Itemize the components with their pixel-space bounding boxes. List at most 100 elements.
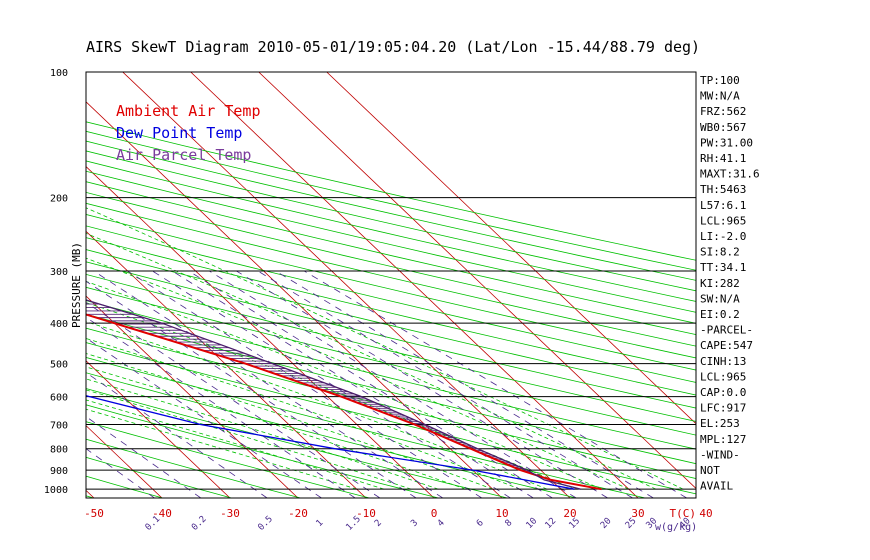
mixing-ratio-tick-label: 20	[599, 516, 614, 531]
mixing-ratio-line	[152, 270, 511, 498]
series-line-ambient-air-temp	[86, 313, 602, 491]
mixing-ratio-tick-label: 4	[436, 518, 447, 529]
index-item: PW:31.00	[700, 136, 753, 149]
index-item: CINH:13	[700, 355, 746, 368]
dry-adiabat	[86, 237, 696, 383]
pressure-tick-label: 100	[50, 68, 68, 79]
index-item: SW:N/A	[700, 292, 740, 305]
dry-adiabat	[86, 421, 370, 498]
bottom-tick-label: -10	[356, 507, 376, 520]
pressure-tick-label: 900	[50, 466, 68, 477]
isotherm-line	[190, 72, 639, 498]
mixing-ratio-tick-label: 8	[504, 518, 515, 529]
bottom-tick-label: 0	[431, 507, 438, 520]
index-item: SI:8.2	[700, 246, 740, 259]
mixing-ratio-tick-label: 6	[475, 518, 486, 529]
index-item: WB0:567	[700, 121, 746, 134]
index-item: CAP:0.0	[700, 386, 746, 399]
bottom-tick-label: -40	[152, 507, 172, 520]
dry-adiabat	[86, 191, 696, 335]
isotherm-line	[258, 72, 696, 490]
index-item: LFC:917	[700, 402, 746, 415]
dry-adiabat	[86, 140, 696, 281]
mixing-ratio-line	[86, 280, 417, 498]
moist-adiabat	[86, 232, 657, 490]
legend-entry: Dew Point Temp	[116, 124, 242, 142]
bottom-tick-label: 20	[563, 507, 576, 520]
index-item: LCL:965	[700, 370, 746, 383]
dry-adiabat	[86, 130, 696, 271]
index-item: TP:100	[700, 74, 740, 87]
dry-adiabat	[86, 150, 696, 292]
moist-adiabat	[86, 353, 493, 490]
dry-adiabat	[86, 300, 696, 450]
mixing-ratio-tick-label: 3	[409, 518, 420, 529]
index-item: TT:34.1	[700, 261, 746, 274]
bottom-axis-unit: T(C)	[670, 507, 697, 520]
index-item: AVAIL	[700, 480, 733, 493]
dry-adiabat	[86, 121, 696, 261]
mixing-ratio-line	[257, 270, 633, 498]
legend-entry: Air Parcel Temp	[116, 146, 251, 164]
mixing-ratio-line	[275, 270, 654, 498]
dry-adiabat	[86, 214, 696, 359]
mixing-ratio-line	[209, 270, 577, 498]
dry-adiabat	[86, 160, 696, 302]
dry-adiabat	[86, 273, 696, 422]
dry-adiabat	[86, 342, 696, 495]
index-item: EI:0.2	[700, 308, 740, 321]
dry-adiabat	[86, 261, 696, 409]
index-item: MPL:127	[700, 433, 746, 446]
dry-adiabat	[86, 202, 696, 347]
mixing-ratio-line	[236, 270, 608, 498]
mixing-ratio-tick-label: 12	[544, 516, 559, 531]
dry-adiabat	[86, 388, 508, 498]
pressure-axis: 100 200 300 400 500 600 700 800 900 1000	[44, 68, 68, 496]
mixing-ratio-line	[93, 270, 444, 498]
index-item: KI:282	[700, 277, 740, 290]
series-line-air-parcel-temp	[86, 299, 582, 490]
mixing-ratio-tick-label: 0.5	[256, 514, 275, 533]
mixing-ratio-line	[172, 270, 534, 498]
pressure-tick-label: 400	[50, 319, 68, 330]
isotherm-line	[86, 425, 163, 498]
dry-adiabat	[86, 170, 696, 313]
moist-adiabat	[86, 338, 521, 490]
moist-adiabat	[86, 399, 385, 490]
plot-frame	[85, 71, 697, 499]
index-item: CAPE:547	[700, 339, 753, 352]
isotherm-line	[0, 72, 26, 498]
series-line-dew-point-temp	[86, 394, 575, 490]
dry-adiabat	[86, 404, 439, 498]
mixing-ratio-line	[86, 337, 322, 498]
series-layer	[86, 299, 602, 491]
mixing-ratio-line	[188, 270, 553, 498]
index-item: NOT	[700, 464, 720, 477]
pressure-tick-label: 300	[50, 267, 68, 278]
pressure-tick-label: 200	[50, 194, 68, 205]
dry-adiabat	[86, 225, 696, 371]
index-item: LCL:965	[700, 214, 746, 227]
bottom-axis: -50 -40 -30 -20 -10 0 10 20 30 40T(C)	[84, 507, 713, 520]
bottom-tick-label: -30	[220, 507, 240, 520]
pressure-tick-label: 800	[50, 445, 68, 456]
mixing-ratio-unit: w(g/kg)	[655, 522, 697, 533]
grid-lines	[0, 72, 696, 498]
index-item: -PARCEL-	[700, 324, 753, 337]
index-item: FRZ:562	[700, 105, 746, 118]
legend-entry: Ambient Air Temp	[116, 102, 261, 120]
isotherm-line	[86, 295, 299, 498]
mixing-ratio-line	[86, 416, 202, 498]
index-item: -WIND-	[700, 448, 740, 461]
bottom-tick-label: 10	[495, 507, 508, 520]
dry-adiabat	[86, 313, 696, 465]
index-item: MAXT:31.6	[700, 168, 760, 181]
dry-adiabat	[86, 372, 577, 498]
pressure-tick-label: 500	[50, 360, 68, 371]
mixing-ratio-line	[86, 372, 268, 498]
mixing-ratio-line	[86, 316, 356, 498]
isotherm-line	[122, 72, 571, 498]
mixing-ratio-tick-label: 2	[373, 518, 384, 529]
isotherm-line	[86, 230, 367, 498]
index-item: RH:41.1	[700, 152, 746, 165]
